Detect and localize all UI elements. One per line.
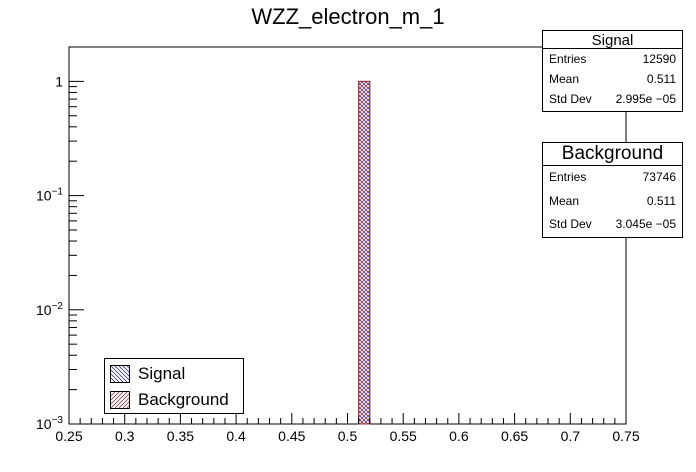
x-tick-label: 0.7: [561, 428, 581, 444]
background-mean-row: Mean 0.511: [543, 190, 682, 214]
y-tick-label: 1: [55, 73, 63, 89]
legend-swatch-background: [110, 391, 130, 409]
background-mean-value: 0.511: [646, 193, 676, 208]
chart-title: WZZ_electron_m_1: [251, 4, 444, 29]
background-stats-title: Background: [543, 143, 682, 166]
background-entries-row: Entries 73746: [543, 166, 682, 190]
signal-stats-box: Signal Entries 12590 Mean 0.511 Std Dev …: [542, 30, 683, 112]
signal-stats-title: Signal: [543, 31, 682, 49]
background-entries-label: Entries: [549, 170, 587, 184]
x-tick-label: 0.6: [449, 428, 469, 444]
signal-std-row: Std Dev 2.995e −05: [543, 89, 682, 109]
background-std-value: 3.045e −05: [615, 217, 676, 231]
x-tick-label: 0.55: [390, 428, 417, 444]
signal-std-label: Std Dev: [549, 92, 592, 106]
signal-entries-row: Entries 12590: [543, 49, 682, 69]
legend: Signal Background: [104, 358, 244, 414]
signal-std-value: 2.995e −05: [615, 92, 676, 106]
x-tick-label: 0.65: [501, 428, 528, 444]
background-mean-label: Mean: [549, 193, 580, 208]
y-tick-label: 10−2: [36, 301, 63, 318]
legend-label-signal: Signal: [138, 364, 186, 383]
signal-mean-row: Mean 0.511: [543, 69, 682, 89]
background-std-row: Std Dev 3.045e −05: [543, 213, 682, 237]
background-entries-value: 73746: [642, 170, 676, 184]
signal-mean-label: Mean: [549, 72, 580, 86]
x-tick-label: 0.3: [115, 428, 135, 444]
x-tick-label: 0.45: [278, 428, 305, 444]
legend-entry-signal: Signal: [110, 363, 185, 385]
legend-swatch-signal: [110, 365, 130, 383]
legend-entry-background: Background: [110, 389, 229, 411]
x-tick-label: 0.5: [338, 428, 358, 444]
background-std-label: Std Dev: [549, 217, 592, 231]
signal-entries-value: 12590: [642, 52, 676, 66]
x-tick-label: 0.25: [55, 428, 82, 444]
background-stats-box: Background Entries 73746 Mean 0.511 Std …: [542, 142, 683, 238]
x-tick-label: 0.4: [226, 428, 246, 444]
signal-mean-value: 0.511: [646, 72, 676, 86]
y-tick-label: 10−1: [36, 187, 63, 204]
x-tick-label: 0.75: [612, 428, 639, 444]
y-tick-label: 10−3: [36, 415, 63, 432]
x-tick-label: 0.35: [167, 428, 194, 444]
signal-entries-label: Entries: [549, 52, 587, 66]
legend-label-background: Background: [138, 390, 229, 409]
bar-background: [358, 80, 371, 425]
